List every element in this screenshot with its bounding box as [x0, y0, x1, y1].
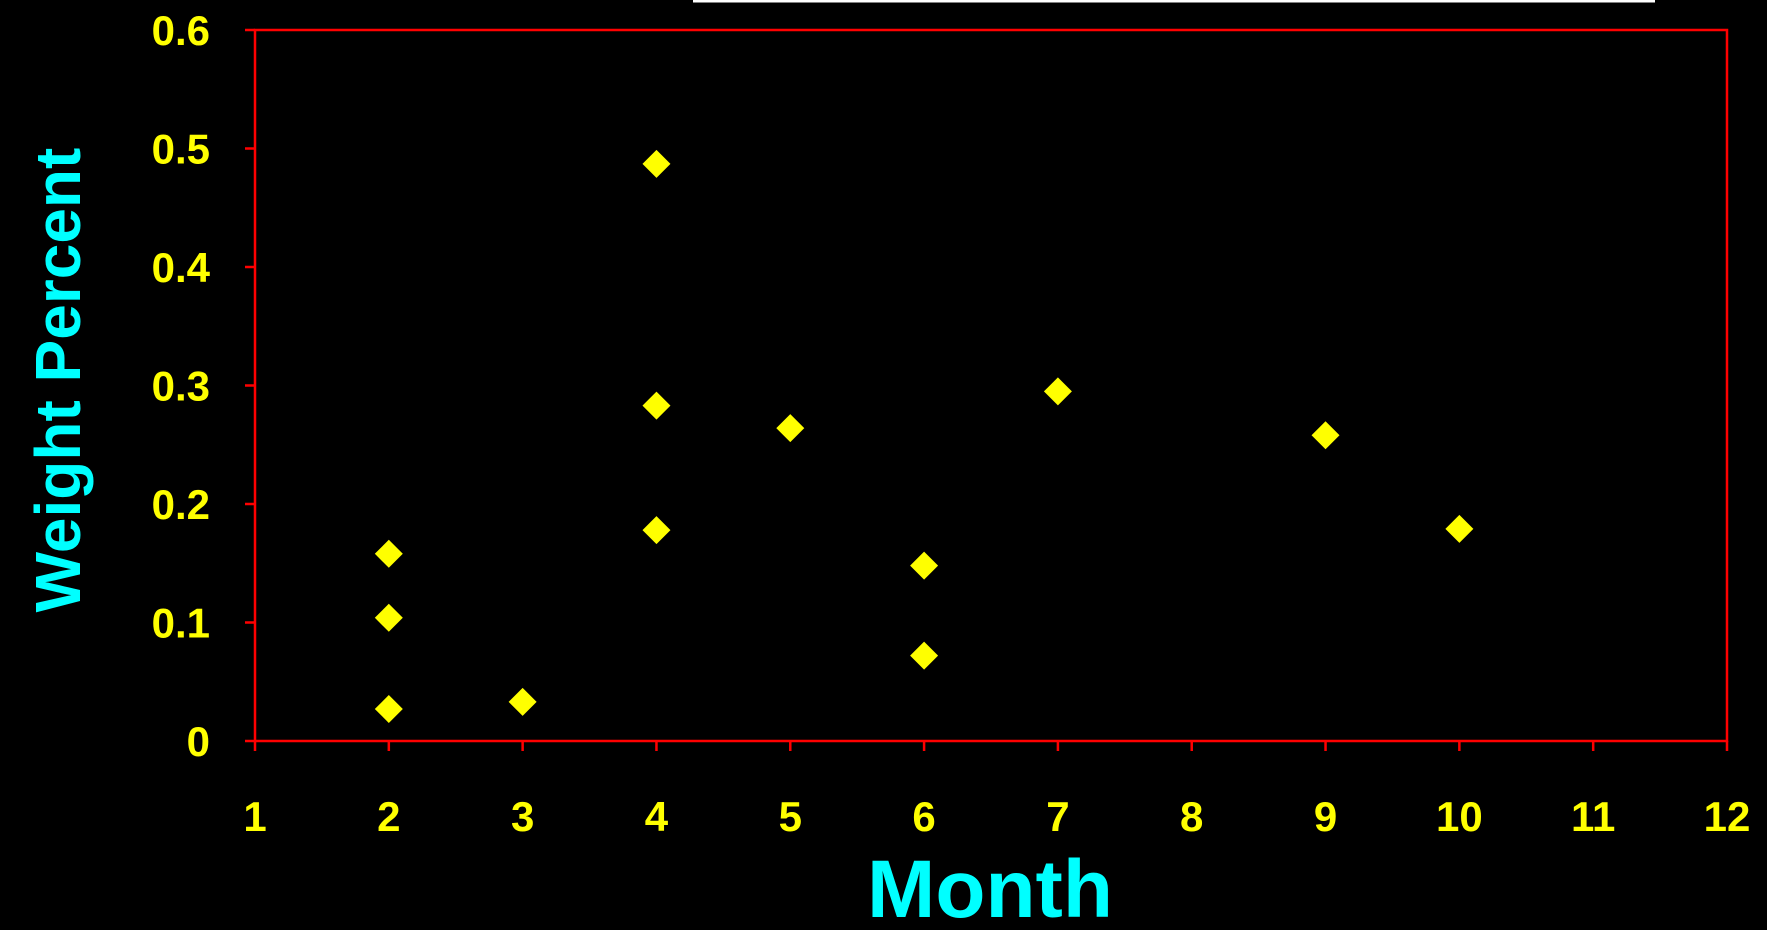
y-tick-label: 0.3 [152, 363, 210, 410]
data-point [1311, 421, 1340, 450]
y-tick-label: 0.1 [152, 600, 210, 647]
x-tick-label: 6 [912, 793, 935, 840]
data-point [776, 414, 805, 443]
data-point [374, 695, 403, 724]
data-point [1043, 377, 1072, 406]
x-tick-label: 7 [1046, 793, 1069, 840]
x-tick-label: 5 [779, 793, 802, 840]
y-axis-ticks: 0 0.1 0.2 0.3 0.4 0.5 0.6 [152, 7, 255, 765]
x-tick-label: 3 [511, 793, 534, 840]
data-point [374, 539, 403, 568]
y-tick-label: 0 [187, 718, 210, 765]
data-point [642, 516, 671, 545]
y-tick-label: 0.2 [152, 481, 210, 528]
x-tick-label: 9 [1314, 793, 1337, 840]
x-tick-label: 1 [243, 793, 266, 840]
data-point [374, 603, 403, 632]
y-tick-label: 0.5 [152, 126, 210, 173]
data-point [642, 149, 671, 178]
data-point [910, 641, 939, 670]
data-point [642, 391, 671, 420]
data-point [910, 551, 939, 580]
data-points [374, 149, 1474, 724]
x-tick-label: 8 [1180, 793, 1203, 840]
x-tick-label: 2 [377, 793, 400, 840]
x-tick-label: 4 [645, 793, 669, 840]
data-point [508, 687, 537, 716]
x-axis-title: Month [867, 844, 1113, 930]
y-tick-label: 0.6 [152, 7, 210, 54]
y-tick-label: 0.4 [152, 244, 211, 291]
x-tick-label: 11 [1571, 793, 1615, 840]
x-tick-label: 10 [1436, 793, 1483, 840]
x-axis-ticks: 1 2 3 4 5 6 7 8 9 10 11 12 [243, 741, 1750, 840]
x-tick-label: 12 [1704, 793, 1751, 840]
y-axis-title: Weight Percent [22, 148, 94, 613]
data-point [1445, 514, 1474, 543]
